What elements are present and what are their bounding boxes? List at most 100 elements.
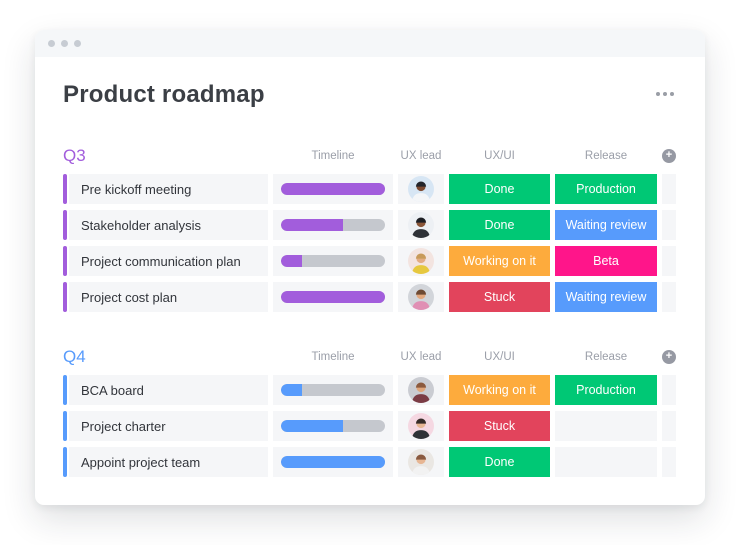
timeline-cell[interactable]: [273, 246, 393, 276]
status-label: Stuck: [483, 419, 516, 433]
timeline-cell[interactable]: [273, 375, 393, 405]
more-options-button[interactable]: [654, 80, 676, 108]
task-name: Appoint project team: [81, 454, 201, 470]
uxui-status[interactable]: Stuck: [449, 282, 550, 312]
status-label: Beta: [593, 254, 619, 268]
column-header-ux-ui[interactable]: UX/UI: [484, 150, 515, 162]
group-color-bar: [63, 210, 67, 240]
task-name-cell[interactable]: Appoint project team: [69, 447, 268, 477]
timeline-cell[interactable]: [273, 174, 393, 204]
group-color-bar: [63, 246, 67, 276]
task-name-cell[interactable]: Project charter: [69, 411, 268, 441]
table-row: Stakeholder analysis: [63, 210, 676, 240]
ux-lead-cell[interactable]: [398, 375, 444, 405]
release-status[interactable]: Beta: [555, 246, 657, 276]
timeline-bar-fill: [281, 219, 344, 231]
table-row: Project charter: [63, 411, 676, 441]
uxui-status[interactable]: Working on it: [449, 375, 550, 405]
ellipsis-icon: [670, 92, 674, 96]
status-label: Stuck: [483, 290, 516, 304]
add-column-button[interactable]: +: [662, 350, 676, 364]
timeline-bar-fill: [281, 420, 344, 432]
task-name-cell[interactable]: Stakeholder analysis: [69, 210, 268, 240]
uxui-status[interactable]: Done: [449, 210, 550, 240]
avatar: [408, 377, 434, 403]
board-header: Product roadmap: [63, 80, 676, 110]
timeline-cell[interactable]: [273, 447, 393, 477]
group-color-bar: [63, 375, 67, 405]
status-label: Done: [484, 182, 515, 196]
task-name-cell[interactable]: Project cost plan: [69, 282, 268, 312]
avatar: [408, 176, 434, 202]
uxui-status[interactable]: Working on it: [449, 246, 550, 276]
task-name: Project cost plan: [81, 289, 178, 305]
group-color-bar: [63, 174, 67, 204]
column-header-release[interactable]: Release: [584, 150, 628, 162]
window-dot-icon: [61, 40, 68, 47]
timeline-bar-fill: [281, 183, 385, 195]
column-header-ux-lead[interactable]: UX lead: [400, 351, 442, 363]
timeline-bar-fill: [281, 291, 385, 303]
release-status[interactable]: [555, 447, 657, 477]
ux-lead-cell[interactable]: [398, 411, 444, 441]
avatar: [408, 248, 434, 274]
table-row: BCA board: [63, 375, 676, 405]
column-header-release[interactable]: Release: [584, 351, 628, 363]
release-status[interactable]: Waiting review: [555, 282, 657, 312]
uxui-status[interactable]: Done: [449, 174, 550, 204]
column-header-timeline[interactable]: Timeline: [311, 150, 355, 162]
group-title[interactable]: Q4: [63, 347, 86, 366]
row-end-cell: [662, 447, 676, 477]
release-status[interactable]: [555, 411, 657, 441]
task-name: Project charter: [81, 418, 166, 434]
timeline-bar-track: [281, 183, 385, 195]
ux-lead-cell[interactable]: [398, 174, 444, 204]
status-label: Working on it: [463, 383, 536, 397]
timeline-bar-track: [281, 255, 385, 267]
group-color-bar: [63, 282, 67, 312]
column-header-timeline[interactable]: Timeline: [311, 351, 355, 363]
timeline-cell[interactable]: [273, 411, 393, 441]
avatar: [408, 284, 434, 310]
avatar: [408, 449, 434, 475]
ux-lead-cell[interactable]: [398, 447, 444, 477]
ux-lead-cell[interactable]: [398, 210, 444, 240]
task-name-cell[interactable]: Project communication plan: [69, 246, 268, 276]
timeline-bar-track: [281, 384, 385, 396]
ux-lead-cell[interactable]: [398, 282, 444, 312]
row-end-cell: [662, 411, 676, 441]
task-name-cell[interactable]: Pre kickoff meeting: [69, 174, 268, 204]
row-end-cell: [662, 210, 676, 240]
release-status[interactable]: Production: [555, 174, 657, 204]
timeline-bar-track: [281, 420, 385, 432]
window-titlebar: [35, 30, 705, 57]
task-name-cell[interactable]: BCA board: [69, 375, 268, 405]
avatar: [408, 413, 434, 439]
window-dot-icon: [48, 40, 55, 47]
avatar: [408, 212, 434, 238]
release-status[interactable]: Waiting review: [555, 210, 657, 240]
timeline-bar-fill: [281, 456, 385, 468]
status-label: Working on it: [463, 254, 536, 268]
table-row: Pre kickoff meeting: [63, 174, 676, 204]
timeline-cell[interactable]: [273, 210, 393, 240]
timeline-bar-fill: [281, 255, 302, 267]
row-end-cell: [662, 246, 676, 276]
column-header-ux-ui[interactable]: UX/UI: [484, 351, 515, 363]
group-header: Q3 Timeline UX lead UX/UI Release +: [63, 146, 676, 166]
timeline-cell[interactable]: [273, 282, 393, 312]
add-column-button[interactable]: +: [662, 149, 676, 163]
status-label: Waiting review: [565, 218, 647, 232]
status-label: Done: [484, 218, 515, 232]
uxui-status[interactable]: Stuck: [449, 411, 550, 441]
row-end-cell: [662, 282, 676, 312]
release-status[interactable]: Production: [555, 375, 657, 405]
ux-lead-cell[interactable]: [398, 246, 444, 276]
uxui-status[interactable]: Done: [449, 447, 550, 477]
column-header-ux-lead[interactable]: UX lead: [400, 150, 442, 162]
ellipsis-icon: [663, 92, 667, 96]
timeline-bar-track: [281, 291, 385, 303]
board-body: Product roadmap Q3 Timeline UX lead UX/U…: [35, 57, 705, 477]
group-header: Q4 Timeline UX lead UX/UI Release +: [63, 347, 676, 367]
group-title[interactable]: Q3: [63, 146, 86, 165]
